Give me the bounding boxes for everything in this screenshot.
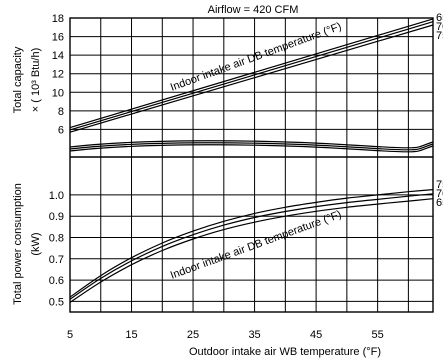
x-tick-label: 45 (310, 329, 322, 341)
capacity-series-label: 70 (436, 21, 443, 33)
capacity-y-tick-label: 12 (52, 69, 64, 81)
x-tick-label: 25 (187, 329, 199, 341)
x-tick-label: 5 (67, 329, 73, 341)
power-series-line-65 (69, 198, 434, 303)
x-tick-label: 15 (125, 329, 137, 341)
power-y-axis-label: Total power consumption (12, 183, 24, 305)
power-y-axis-unit: (kW) (30, 232, 42, 255)
series-lines (69, 18, 434, 303)
capacity-y-tick-label: 14 (52, 50, 64, 62)
capacity-series-label: 75 (436, 30, 443, 42)
capacity-y-tick-label: 8 (58, 106, 64, 118)
power-curve-annotation: Indoor intake air DB temperature (°F) (169, 209, 343, 282)
capacity-y-tick-label: 16 (52, 32, 64, 44)
capacity-series-line-75 (69, 24, 434, 133)
transition-curve (69, 144, 434, 153)
plot-frame (69, 17, 434, 313)
capacity-series-line-65 (69, 18, 434, 129)
power-y-tick-label: 0.5 (49, 296, 64, 308)
power-series-line-70 (69, 193, 434, 300)
capacity-series-line-70 (69, 21, 434, 131)
capacity-y-tick-label: 10 (52, 87, 64, 99)
power-y-tick-label: 0.7 (49, 254, 64, 266)
power-y-tick-label: 1.0 (49, 190, 64, 202)
power-y-tick-label: 0.8 (49, 232, 64, 244)
power-series-line-75 (69, 189, 434, 298)
tick-labels: 515253545551816141210866570751.00.90.80.… (49, 12, 443, 341)
power-y-tick-label: 0.9 (49, 211, 64, 223)
power-series-label: 65 (436, 197, 443, 209)
x-tick-label: 55 (372, 329, 384, 341)
power-series-label: 70 (436, 188, 443, 200)
transition-curve (69, 140, 434, 149)
x-tick-label: 35 (248, 329, 260, 341)
chart-title: Airflow = 420 CFM (208, 4, 299, 16)
transition-curve (69, 142, 434, 151)
power-y-tick-label: 0.6 (49, 275, 64, 287)
x-axis-label: Outdoor intake air WB temperature (°F) (189, 346, 381, 358)
capacity-curve-annotation: Indoor intake air DB temperature (°F) (169, 21, 343, 94)
power-series-label: 75 (436, 179, 443, 191)
capacity-y-axis-label: Total capacity (12, 46, 24, 113)
capacity-series-label: 65 (436, 12, 443, 24)
capacity-y-tick-label: 6 (58, 124, 64, 136)
capacity-y-tick-label: 18 (52, 13, 64, 25)
transition-curves (69, 140, 434, 153)
capacity-y-axis-unit: × ( 10³ Btu/h) (30, 48, 42, 113)
